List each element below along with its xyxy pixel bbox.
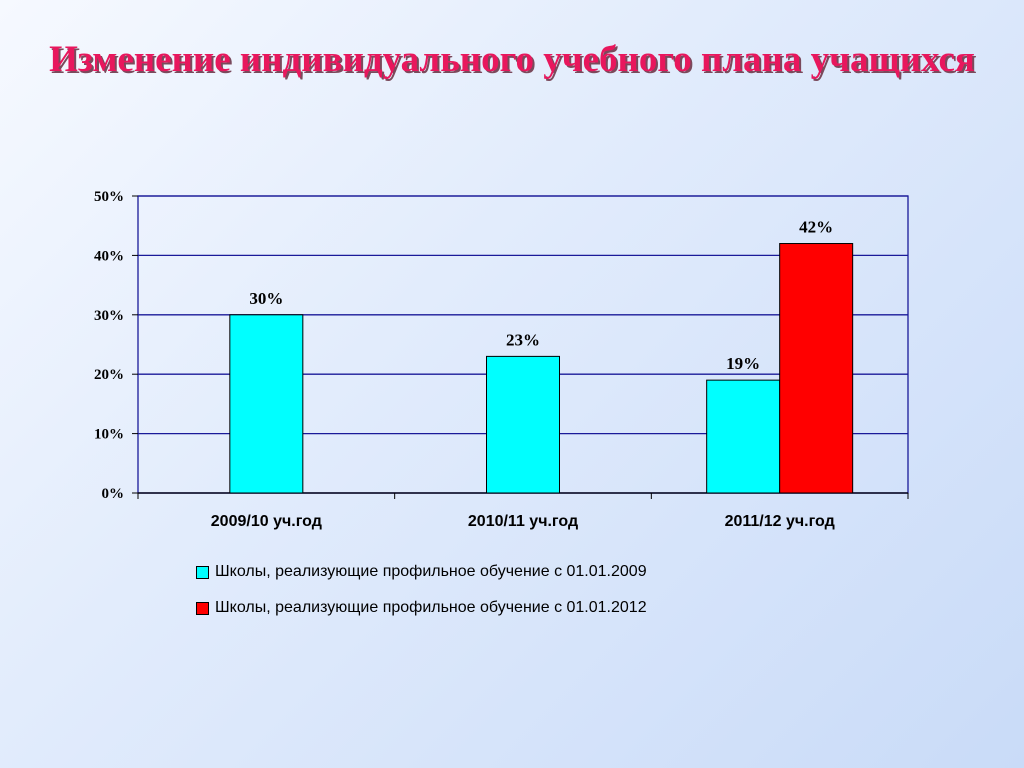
legend-item-2009: Школы, реализующие профильное обучение с… [196,562,647,582]
legend-label-2012: Школы, реализующие профильное обучение с… [215,599,647,616]
bar [229,314,304,494]
y-tick-label: 20% [94,367,124,383]
data-label: 23% [506,330,540,349]
data-label: 42% [799,218,833,237]
bar [706,379,781,494]
x-tick-label: 2011/12 уч.год [725,513,835,530]
bar [779,243,854,494]
bar [486,355,560,494]
bar-chart: 0% 10% 20% 30% 40% 50% 2009/10 уч.год 30% 2010/1… [94,189,909,530]
legend-item-2012: Школы, реализующие профильное обучение с… [196,598,647,618]
y-tick-label: 30% [94,308,124,324]
x-tick-label: 2010/11 уч.год [468,513,578,530]
x-tick-label: 2009/10 уч.год [211,513,322,530]
legend-swatch-cyan [196,565,209,579]
chart-legend: Школы, реализующие профильное обучение с… [196,562,647,634]
legend-swatch-red [196,601,209,615]
page-title: Изменение индивидуального учебного плана… [49,39,975,80]
data-label: 30% [249,289,283,308]
legend-label-2009: Школы, реализующие профильное обучение с… [215,563,647,580]
y-tick-label: 50% [94,189,124,205]
y-tick-label: 10% [94,427,124,443]
data-label: 19% [726,354,760,373]
y-tick-label: 40% [94,248,124,264]
y-tick-label: 0% [102,486,125,502]
